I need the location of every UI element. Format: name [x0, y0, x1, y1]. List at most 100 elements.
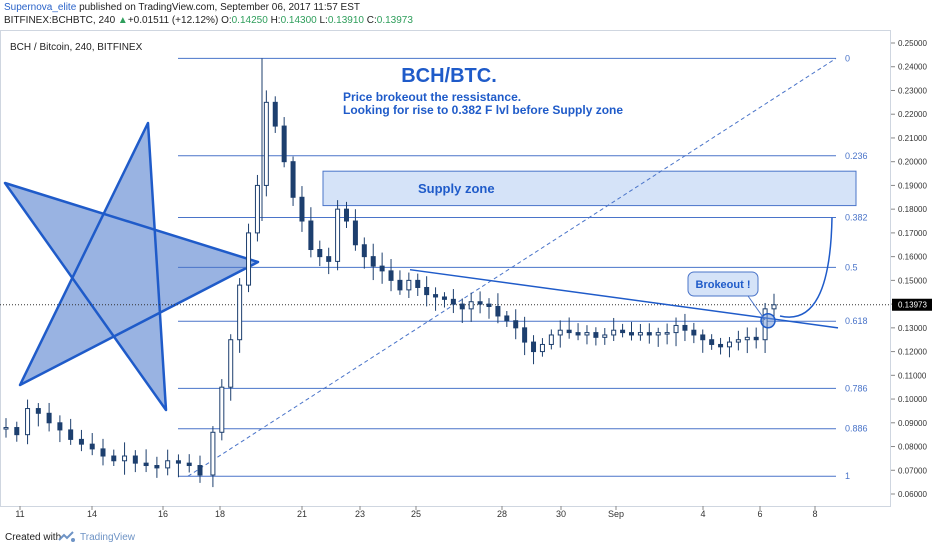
- fib-level-label: 0.618: [845, 316, 868, 326]
- projection-curve: [779, 217, 833, 318]
- current-price-badge: [892, 298, 932, 311]
- candle-body: [486, 303, 492, 307]
- created-with-label: Created with: [5, 532, 62, 543]
- breakout-label: Brokeout !: [696, 279, 751, 291]
- y-tick-label: 0.17000: [898, 229, 927, 238]
- candle-body: [78, 438, 84, 445]
- close-value: 0.13973: [376, 15, 413, 26]
- tradingview-logo-icon: [58, 531, 75, 542]
- y-tick-label: 0.13000: [898, 324, 927, 333]
- y-tick-label: 0.21000: [898, 134, 927, 143]
- candle-body: [691, 329, 697, 336]
- symbol-label: BCH / Bitcoin, 240, BITFINEX: [10, 42, 143, 53]
- price-axis[interactable]: [891, 30, 932, 507]
- candle-body: [237, 284, 243, 341]
- candle-body: [441, 296, 447, 300]
- fib-level-label: 0.5: [845, 262, 858, 272]
- x-tick-label: 18: [215, 509, 225, 519]
- open-label: O:: [221, 15, 232, 26]
- candle-body: [89, 443, 95, 450]
- candle-body: [655, 332, 661, 336]
- candle-body: [68, 429, 74, 440]
- publish-line: Supernova_elite published on TradingView…: [4, 2, 360, 13]
- candle-body: [57, 422, 63, 431]
- candle-body: [210, 431, 216, 476]
- candle-body: [197, 465, 203, 476]
- candle-body: [682, 324, 688, 331]
- candle-body: [744, 336, 750, 341]
- candle-body: [602, 334, 608, 338]
- x-tick-label: 21: [297, 509, 307, 519]
- candle-body: [379, 265, 385, 272]
- candle-body: [646, 332, 652, 336]
- candle-body: [228, 339, 234, 388]
- fib-level-label: 0.786: [845, 383, 868, 393]
- candle-body: [709, 339, 715, 345]
- candle-body: [753, 336, 759, 341]
- ohlc-line: BITFINEX:BCHBTC, 240 ▲+0.01511 (+12.12%)…: [4, 15, 413, 26]
- change-arrow-icon: ▲: [117, 15, 128, 26]
- y-tick-label: 0.16000: [898, 253, 927, 262]
- candle-body: [397, 279, 403, 291]
- candle-body: [165, 460, 171, 469]
- candle-body: [361, 244, 367, 258]
- y-tick-label: 0.18000: [898, 205, 927, 214]
- candle-body: [100, 448, 106, 457]
- y-tick-label: 0.24000: [898, 63, 927, 72]
- candle-body: [290, 161, 296, 198]
- candle-body: [35, 408, 41, 414]
- candle-body: [433, 294, 439, 298]
- candle-body: [3, 427, 9, 430]
- fib-level-label: 0.236: [845, 151, 868, 161]
- candle-body: [637, 332, 643, 336]
- ticker-label: BITFINEX:BCHBTC, 240: [4, 15, 116, 26]
- candle-body: [504, 315, 510, 322]
- candle-body: [308, 220, 314, 251]
- fib-level-label: 0.382: [845, 212, 868, 222]
- candle-body: [46, 412, 52, 424]
- candle-body: [539, 343, 545, 353]
- candle-body: [25, 408, 31, 436]
- x-tick-label: 28: [497, 509, 507, 519]
- candle-body: [531, 341, 537, 353]
- y-tick-label: 0.15000: [898, 276, 927, 285]
- candle-body: [219, 386, 225, 433]
- tradingview-brand[interactable]: TradingView: [80, 532, 136, 543]
- candle-body: [771, 304, 777, 310]
- y-tick-label: 0.10000: [898, 395, 927, 404]
- candle-body: [370, 256, 376, 267]
- candle-body: [513, 320, 519, 329]
- y-tick-label: 0.22000: [898, 110, 927, 119]
- x-tick-label: 8: [812, 509, 817, 519]
- chart-title: BCH/BTC.: [401, 65, 497, 87]
- candle-body: [326, 256, 332, 262]
- candle-body: [477, 301, 483, 305]
- candle-body: [459, 303, 465, 310]
- close-label: C:: [366, 15, 377, 26]
- candle-body: [352, 220, 358, 246]
- candle-body: [14, 427, 20, 436]
- breakout-callout-box: [687, 271, 759, 297]
- supply-zone-label: Supply zone: [418, 181, 495, 196]
- candle-body: [611, 329, 617, 336]
- candle-body: [450, 298, 456, 305]
- candle-body: [575, 332, 581, 336]
- candle-body: [718, 343, 724, 348]
- candle-body: [263, 101, 269, 186]
- candle-body: [254, 184, 260, 234]
- low-value: 0.13910: [327, 15, 364, 26]
- candle-body: [111, 455, 117, 462]
- candle-body: [593, 332, 599, 338]
- candle-body: [388, 270, 394, 281]
- candle-body: [272, 101, 278, 127]
- candle-body: [335, 208, 341, 262]
- candle-body: [700, 334, 706, 341]
- time-axis[interactable]: [0, 507, 891, 523]
- candle-body: [143, 462, 149, 467]
- x-tick-label: 6: [757, 509, 762, 519]
- fib-level-label: 1: [845, 471, 850, 481]
- author-link[interactable]: Supernova_elite: [4, 2, 77, 13]
- candle-body: [132, 455, 138, 464]
- y-tick-label: 0.08000: [898, 443, 927, 452]
